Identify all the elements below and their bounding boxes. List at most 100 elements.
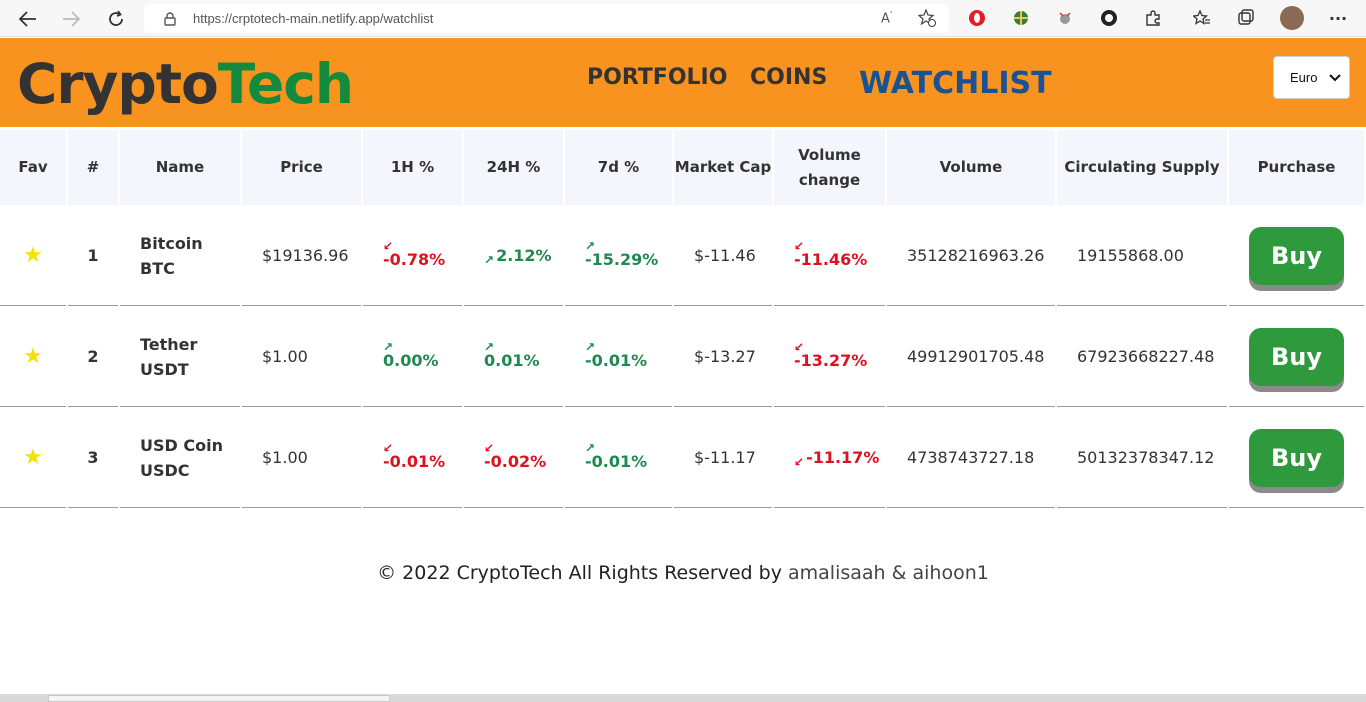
col-24h: 24H % bbox=[464, 130, 563, 205]
arrow-down-icon: ↙ bbox=[794, 455, 805, 469]
url-text: https://crptotech-main.netlify.app/watch… bbox=[193, 11, 434, 26]
rank: 2 bbox=[87, 346, 99, 366]
buy-button[interactable]: Buy bbox=[1249, 429, 1344, 487]
nav-portfolio[interactable]: PORTFOLIO bbox=[587, 65, 728, 90]
pct-7d: -15.29% bbox=[585, 250, 659, 269]
pct-7d: -0.01% bbox=[585, 452, 648, 471]
volume: 4738743727.18 bbox=[907, 447, 1035, 467]
pct-24h: 2.12% bbox=[496, 246, 552, 265]
extension-bug-icon[interactable] bbox=[1055, 8, 1075, 28]
arrow-up-icon: ↗ bbox=[585, 441, 596, 455]
col-7d: 7d % bbox=[565, 130, 672, 205]
footer: © 2022 CryptoTech All Rights Reserved by… bbox=[0, 562, 1366, 584]
circulating-supply: 19155868.00 bbox=[1077, 245, 1184, 265]
watchlist-table: Fav # Name Price 1H % 24H % 7d % Market … bbox=[0, 130, 1366, 508]
volume-change: -11.17% bbox=[806, 448, 880, 467]
col-fav: Fav bbox=[0, 130, 66, 205]
col-volume: Volume bbox=[887, 130, 1055, 205]
col-purchase: Purchase bbox=[1229, 130, 1364, 205]
footer-text: © 2022 CryptoTech All Rights Reserved by bbox=[377, 562, 789, 584]
star-icon[interactable]: ★ bbox=[23, 444, 43, 470]
table-row: ★ 3 USD Coin USDC $1.00 ↙ -0.01% ↙ -0.02% ↗… bbox=[0, 407, 1366, 508]
col-name: Name bbox=[120, 130, 240, 205]
col-supply: Circulating Supply bbox=[1057, 130, 1227, 205]
pct-24h: -0.02% bbox=[484, 452, 547, 471]
pct-1h: -0.01% bbox=[383, 452, 446, 471]
table-row: ★ 2 Tether USDT $1.00 ↗ 0.00% ↗ 0.01% ↗ -0.0… bbox=[0, 306, 1366, 407]
profile-avatar[interactable] bbox=[1280, 6, 1304, 30]
arrow-up-icon: ↗ bbox=[585, 239, 596, 253]
arrow-up-icon: ↗ bbox=[484, 253, 495, 267]
price: $1.00 bbox=[262, 447, 308, 467]
buy-button[interactable]: Buy bbox=[1249, 328, 1344, 386]
coin-name: USD Coin bbox=[140, 436, 223, 455]
back-arrow-icon[interactable] bbox=[15, 6, 41, 32]
table-header: Fav # Name Price 1H % 24H % 7d % Market … bbox=[0, 130, 1366, 205]
site-header: CryptoTech PORTFOLIO COINS WATCHLIST Eur… bbox=[0, 38, 1366, 127]
market-cap: $-13.27 bbox=[694, 346, 756, 366]
price: $1.00 bbox=[262, 346, 308, 366]
arrow-up-icon: ↗ bbox=[383, 340, 394, 354]
market-cap: $-11.46 bbox=[694, 245, 756, 265]
col-market-cap: Market Cap bbox=[674, 130, 772, 205]
coin-symbol: USDT bbox=[140, 360, 189, 379]
volume-change: -11.46% bbox=[794, 250, 868, 269]
pct-1h: -0.78% bbox=[383, 250, 446, 269]
price: $19136.96 bbox=[262, 245, 349, 265]
coin-name: Tether bbox=[140, 335, 198, 354]
star-icon[interactable]: ★ bbox=[23, 242, 43, 268]
table-row: ★ 1 Bitcoin BTC $19136.96 ↙ -0.78% ↗ 2.12% … bbox=[0, 205, 1366, 306]
taskbar bbox=[0, 694, 1366, 702]
collections-icon[interactable] bbox=[1236, 8, 1256, 28]
address-bar[interactable]: https://crptotech-main.netlify.app/watch… bbox=[144, 4, 949, 33]
read-aloud-icon[interactable]: Aʼ bbox=[881, 10, 893, 27]
coin-symbol: USDC bbox=[140, 461, 190, 480]
pct-7d: -0.01% bbox=[585, 351, 648, 370]
puzzle-icon[interactable] bbox=[1143, 8, 1163, 28]
arrow-down-icon: ↙ bbox=[383, 239, 394, 253]
col-price: Price bbox=[242, 130, 361, 205]
forward-arrow-icon[interactable] bbox=[58, 6, 84, 32]
buy-button[interactable]: Buy bbox=[1249, 227, 1344, 285]
footer-authors[interactable]: amalisaah & aihoon1 bbox=[788, 562, 989, 584]
nav-watchlist[interactable]: WATCHLIST bbox=[859, 66, 1052, 101]
volume: 35128216963.26 bbox=[907, 245, 1045, 265]
rank: 3 bbox=[87, 447, 99, 467]
circulating-supply: 67923668227.48 bbox=[1077, 346, 1215, 366]
taskbar-window[interactable] bbox=[48, 695, 390, 702]
refresh-icon[interactable] bbox=[103, 6, 129, 32]
currency-selected: Euro bbox=[1290, 70, 1318, 85]
chevron-down-icon bbox=[1329, 70, 1341, 85]
logo-tech: Tech bbox=[217, 52, 354, 116]
opera-icon[interactable] bbox=[967, 8, 987, 28]
arrow-down-icon: ↙ bbox=[794, 239, 805, 253]
arrow-down-icon: ↙ bbox=[484, 441, 495, 455]
rank: 1 bbox=[87, 245, 99, 265]
circulating-supply: 50132378347.12 bbox=[1077, 447, 1215, 467]
col-1h: 1H % bbox=[363, 130, 462, 205]
logo-crypto: Crypto bbox=[17, 52, 219, 116]
arrow-up-icon: ↗ bbox=[585, 340, 596, 354]
arrow-down-icon: ↙ bbox=[794, 340, 805, 354]
browser-toolbar: https://crptotech-main.netlify.app/watch… bbox=[0, 0, 1366, 37]
more-icon[interactable]: ··· bbox=[1328, 8, 1348, 28]
lock-icon[interactable] bbox=[164, 11, 176, 30]
extension-globe-icon[interactable] bbox=[1011, 8, 1031, 28]
pct-1h: 0.00% bbox=[383, 351, 439, 370]
coin-name: Bitcoin bbox=[140, 234, 203, 253]
market-cap: $-11.17 bbox=[694, 447, 756, 467]
star-icon[interactable]: ★ bbox=[23, 343, 43, 369]
col-volume-change: Volume change bbox=[774, 130, 885, 205]
arrow-down-icon: ↙ bbox=[383, 441, 394, 455]
volume: 49912901705.48 bbox=[907, 346, 1045, 366]
logo[interactable]: CryptoTech bbox=[17, 52, 354, 116]
favorite-add-icon[interactable] bbox=[917, 8, 937, 31]
currency-select[interactable]: Euro bbox=[1273, 56, 1350, 99]
nav-coins[interactable]: COINS bbox=[750, 65, 828, 90]
volume-change: -13.27% bbox=[794, 351, 868, 370]
extension-circle-icon[interactable] bbox=[1099, 8, 1119, 28]
favorites-icon[interactable] bbox=[1192, 8, 1212, 28]
pct-24h: 0.01% bbox=[484, 351, 540, 370]
coin-symbol: BTC bbox=[140, 259, 175, 278]
arrow-up-icon: ↗ bbox=[484, 340, 495, 354]
